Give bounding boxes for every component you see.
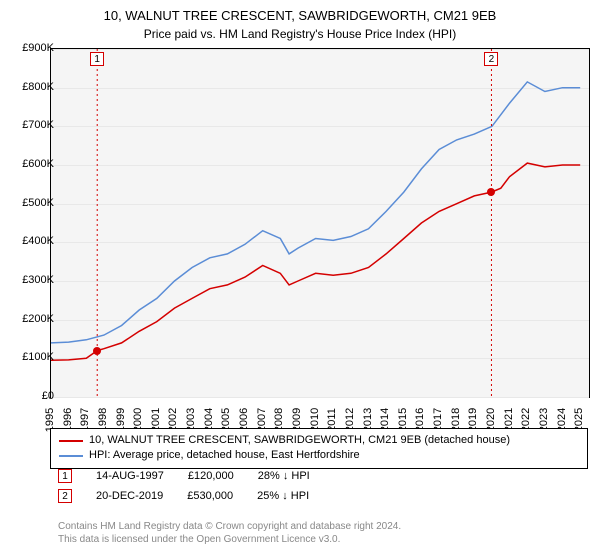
legend-swatch (59, 455, 83, 457)
annotation-price: £530,000 (187, 490, 233, 502)
footer-line: This data is licensed under the Open Gov… (58, 533, 580, 546)
y-tick-label: £500K (22, 197, 54, 209)
y-tick-label: £0 (42, 390, 54, 402)
annotation-delta: 28% ↓ HPI (258, 470, 310, 482)
annotation-row: 2 20-DEC-2019 £530,000 25% ↓ HPI (50, 486, 588, 506)
series-line-hpi (51, 82, 580, 343)
y-tick-label: £800K (22, 81, 54, 93)
annotation-delta: 25% ↓ HPI (257, 490, 309, 502)
legend-swatch (59, 440, 83, 442)
marker-point (93, 347, 101, 355)
annotation-price: £120,000 (188, 470, 234, 482)
y-tick-label: £300K (22, 274, 54, 286)
y-tick-label: £100K (22, 351, 54, 363)
annotation-date: 14-AUG-1997 (96, 470, 164, 482)
annotation-date: 20-DEC-2019 (96, 490, 163, 502)
plot-svg (51, 49, 589, 397)
footer-attribution: Contains HM Land Registry data © Crown c… (50, 516, 588, 546)
plot-area: 12 (50, 48, 590, 398)
annotations-table: 1 14-AUG-1997 £120,000 28% ↓ HPI 2 20-DE… (50, 466, 588, 506)
marker-point (487, 188, 495, 196)
chart-subtitle: Price paid vs. HM Land Registry's House … (0, 27, 600, 41)
y-tick-label: £400K (22, 235, 54, 247)
series-line-price_paid (51, 163, 580, 360)
y-tick-label: £200K (22, 313, 54, 325)
legend: 10, WALNUT TREE CRESCENT, SAWBRIDGEWORTH… (50, 428, 588, 469)
chart-container: 10, WALNUT TREE CRESCENT, SAWBRIDGEWORTH… (0, 0, 600, 560)
marker-badge: 2 (484, 52, 498, 66)
y-tick-label: £600K (22, 158, 54, 170)
footer-line: Contains HM Land Registry data © Crown c… (58, 520, 580, 533)
y-tick-label: £900K (22, 42, 54, 54)
marker-badge: 2 (58, 489, 72, 503)
marker-badge: 1 (58, 469, 72, 483)
annotation-row: 1 14-AUG-1997 £120,000 28% ↓ HPI (50, 466, 588, 486)
legend-label: 10, WALNUT TREE CRESCENT, SAWBRIDGEWORTH… (89, 433, 510, 448)
chart-title: 10, WALNUT TREE CRESCENT, SAWBRIDGEWORTH… (0, 0, 600, 25)
legend-item: 10, WALNUT TREE CRESCENT, SAWBRIDGEWORTH… (59, 433, 579, 448)
legend-item: HPI: Average price, detached house, East… (59, 448, 579, 463)
legend-label: HPI: Average price, detached house, East… (89, 448, 360, 463)
marker-badge: 1 (90, 52, 104, 66)
y-tick-label: £700K (22, 119, 54, 131)
